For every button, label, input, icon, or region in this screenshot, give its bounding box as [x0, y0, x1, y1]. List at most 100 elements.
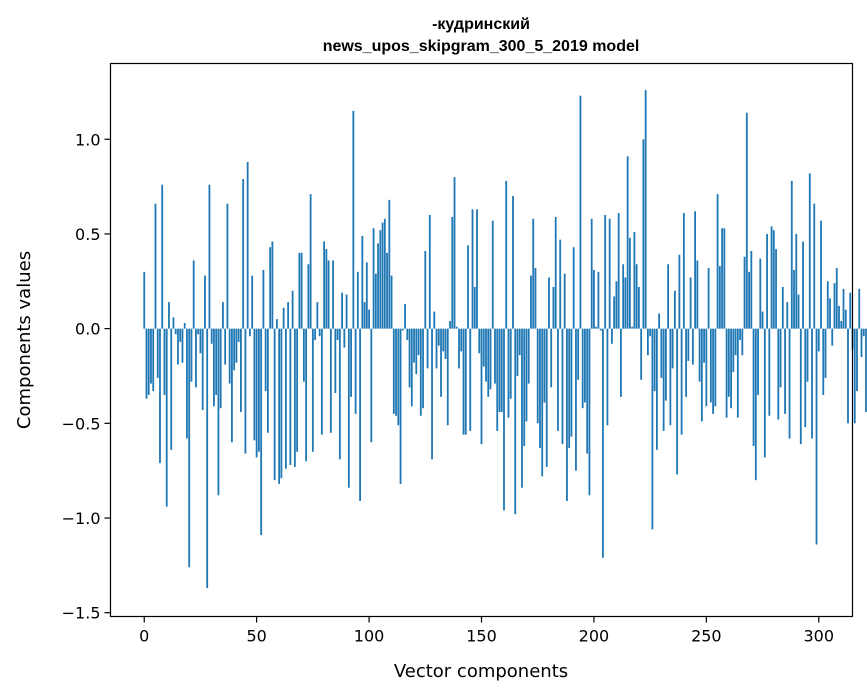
bar [458, 328, 460, 369]
bar [370, 328, 373, 443]
bar [646, 328, 649, 356]
bar [718, 266, 721, 329]
bar [273, 328, 276, 481]
bar [467, 245, 469, 329]
bar [379, 230, 382, 329]
bar [374, 273, 377, 329]
bar [219, 328, 222, 409]
bar [329, 328, 332, 433]
bar [831, 328, 834, 346]
bar [604, 215, 607, 329]
bar [244, 328, 247, 454]
bar [703, 328, 705, 363]
x-axis-label: Vector components [394, 661, 568, 682]
bar [478, 328, 481, 354]
bar [260, 328, 263, 536]
bar [449, 321, 451, 329]
bar [532, 218, 535, 329]
bar [469, 328, 472, 431]
bar [709, 328, 712, 403]
bar [494, 328, 496, 384]
bar [336, 328, 339, 340]
bar [590, 218, 593, 329]
bar [255, 328, 258, 458]
bar [550, 328, 553, 388]
bar [278, 328, 281, 484]
bar [334, 328, 337, 394]
bar [471, 209, 474, 329]
bar [464, 328, 467, 435]
bar [210, 328, 213, 344]
bar [302, 328, 305, 382]
bar [150, 328, 152, 384]
bar [156, 328, 159, 378]
bar [730, 328, 732, 409]
bar [168, 302, 170, 329]
bar [284, 328, 287, 469]
bar [678, 254, 681, 329]
bar [482, 328, 485, 367]
bar [424, 250, 427, 329]
bar [518, 328, 521, 356]
bar [563, 273, 566, 329]
bar [853, 328, 856, 424]
bar [743, 256, 746, 329]
bar [266, 328, 269, 433]
bar [606, 328, 609, 426]
bar [498, 328, 501, 412]
bar [503, 328, 505, 511]
bar [633, 232, 636, 329]
bar [327, 260, 330, 329]
bar [624, 277, 627, 329]
bar [826, 281, 829, 329]
bar [714, 328, 717, 407]
bar [581, 328, 584, 409]
bar [797, 294, 800, 329]
bar [145, 328, 148, 399]
bar [309, 194, 312, 329]
bar [473, 286, 476, 329]
bar [410, 328, 413, 407]
bar [240, 328, 242, 412]
bar [338, 328, 341, 460]
bar [179, 328, 182, 342]
bar [527, 328, 530, 384]
bar [422, 328, 424, 409]
bar [741, 328, 744, 356]
bar [228, 328, 231, 384]
bar [316, 302, 319, 329]
bar [365, 262, 368, 329]
bar [521, 328, 523, 488]
bar [152, 328, 155, 392]
bar [725, 328, 728, 418]
bar [213, 328, 215, 407]
bar [177, 328, 179, 365]
bar [311, 328, 314, 452]
bar [707, 268, 710, 329]
bar [752, 328, 755, 447]
bar [435, 328, 438, 369]
bar [700, 328, 703, 422]
x-tick-label: 200 [579, 627, 610, 646]
bar [242, 179, 245, 329]
bar [763, 328, 766, 458]
bar [476, 209, 478, 329]
bar [584, 328, 586, 403]
bar [757, 328, 759, 395]
bar [667, 264, 670, 329]
bar [253, 328, 256, 441]
bar [622, 264, 625, 329]
bar [491, 220, 494, 329]
bar [660, 328, 663, 378]
x-tick-label: 0 [139, 627, 149, 646]
bar [822, 328, 825, 395]
bar-series [143, 90, 867, 589]
bar [829, 298, 831, 329]
bar [188, 328, 191, 568]
bar [201, 328, 204, 411]
bar [507, 328, 510, 418]
bar [217, 328, 220, 496]
bar [231, 328, 233, 443]
bar [523, 328, 526, 447]
